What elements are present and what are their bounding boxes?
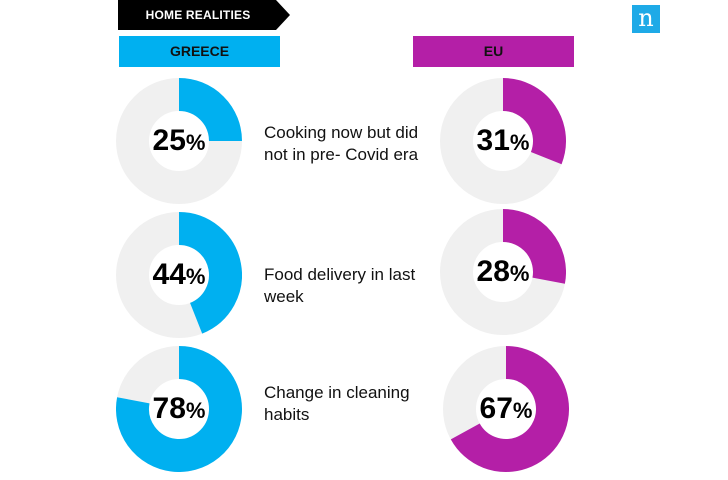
donut-chart [443,346,569,472]
percent-sign: % [185,130,206,155]
donut-eu-cooking: 31% [440,78,566,204]
row-label-cooking: Cooking now but did not in pre- Covid er… [264,123,419,164]
donut-chart [440,209,566,335]
donut-greece-cooking: 25% [116,78,242,204]
percent-sign: % [512,398,533,423]
donut-greece-delivery: 44% [116,212,242,338]
donut-value-label: 44% [116,212,242,338]
percent-sign: % [185,398,206,423]
value-number: 67 [479,392,513,425]
donut-value-label: 67% [443,346,569,472]
row-label-cleaning: Change in cleaning habits [264,383,410,424]
eu-column-header: EU [413,36,574,67]
brand-logo-icon: n [632,5,660,33]
greece-column-header: GREECE [119,36,280,67]
banner-title: HOME REALITIES [145,8,251,22]
banner-arrow-shape [118,0,290,30]
percent-sign: % [509,261,530,286]
donut-value-arc [178,78,242,142]
donut-value-arc [116,346,242,472]
donut-chart [440,78,566,204]
donut-chart [116,78,242,204]
donut-eu-cleaning: 67% [443,346,569,472]
donut-value-label: 25% [116,78,242,204]
row-label-delivery: Food delivery in last week [264,265,416,306]
title-banner: HOME REALITIES [118,0,290,30]
value-number: 28 [476,255,510,288]
donut-value-label: 78% [116,346,242,472]
value-number: 25 [152,124,186,157]
percent-sign: % [509,130,530,155]
donut-eu-delivery: 28% [440,209,566,335]
donut-value-arc [450,346,569,472]
value-number: 78 [152,392,186,425]
donut-chart [116,346,242,472]
value-number: 44 [152,258,186,291]
donut-value-arc [178,212,242,334]
donut-value-label: 31% [440,78,566,204]
value-number: 31 [476,124,510,157]
donut-greece-cleaning: 78% [116,346,242,472]
donut-value-arc [502,78,566,165]
donut-value-arc [502,209,566,284]
donut-chart [116,212,242,338]
donut-value-label: 28% [440,209,566,335]
percent-sign: % [185,264,206,289]
